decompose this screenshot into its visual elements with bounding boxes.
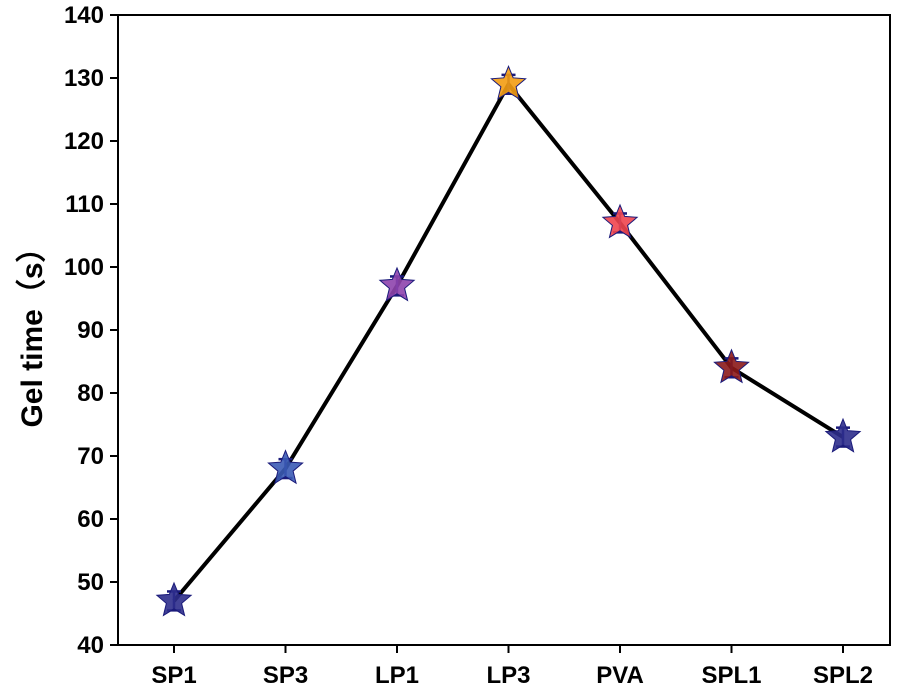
y-tick-label: 120: [64, 128, 104, 155]
y-tick-label: 70: [77, 443, 104, 470]
data-point-star: [824, 417, 862, 453]
x-tick-label: SP3: [263, 662, 308, 689]
y-tick-label: 80: [77, 380, 104, 407]
y-tick-label: 140: [64, 2, 104, 29]
data-point-star: [601, 203, 639, 239]
data-point-star: [713, 348, 750, 384]
plot-frame: [117, 14, 891, 646]
y-tick-label: 130: [64, 65, 104, 92]
data-point-star: [378, 266, 416, 302]
y-tick-label: 60: [77, 506, 104, 533]
series-line: [172, 82, 845, 603]
x-tick-label: SP1: [151, 662, 196, 689]
y-tick-label: 50: [77, 569, 104, 596]
data-point-star: [155, 581, 193, 617]
y-tick-label: 100: [64, 254, 104, 281]
data-point-star: [490, 64, 527, 100]
y-tick-label: 110: [65, 191, 104, 218]
y-tick-label: 40: [77, 632, 104, 659]
data-point-star: [267, 449, 304, 485]
y-axis-title: Gel time（s）: [15, 232, 49, 427]
y-tick-label: 90: [77, 317, 104, 344]
x-tick-label: SPL1: [701, 662, 761, 689]
x-tick-label: LP3: [486, 662, 530, 689]
x-tick-label: PVA: [596, 662, 644, 689]
x-tick-label: SPL2: [813, 662, 873, 689]
x-tick-label: LP1: [375, 662, 419, 689]
